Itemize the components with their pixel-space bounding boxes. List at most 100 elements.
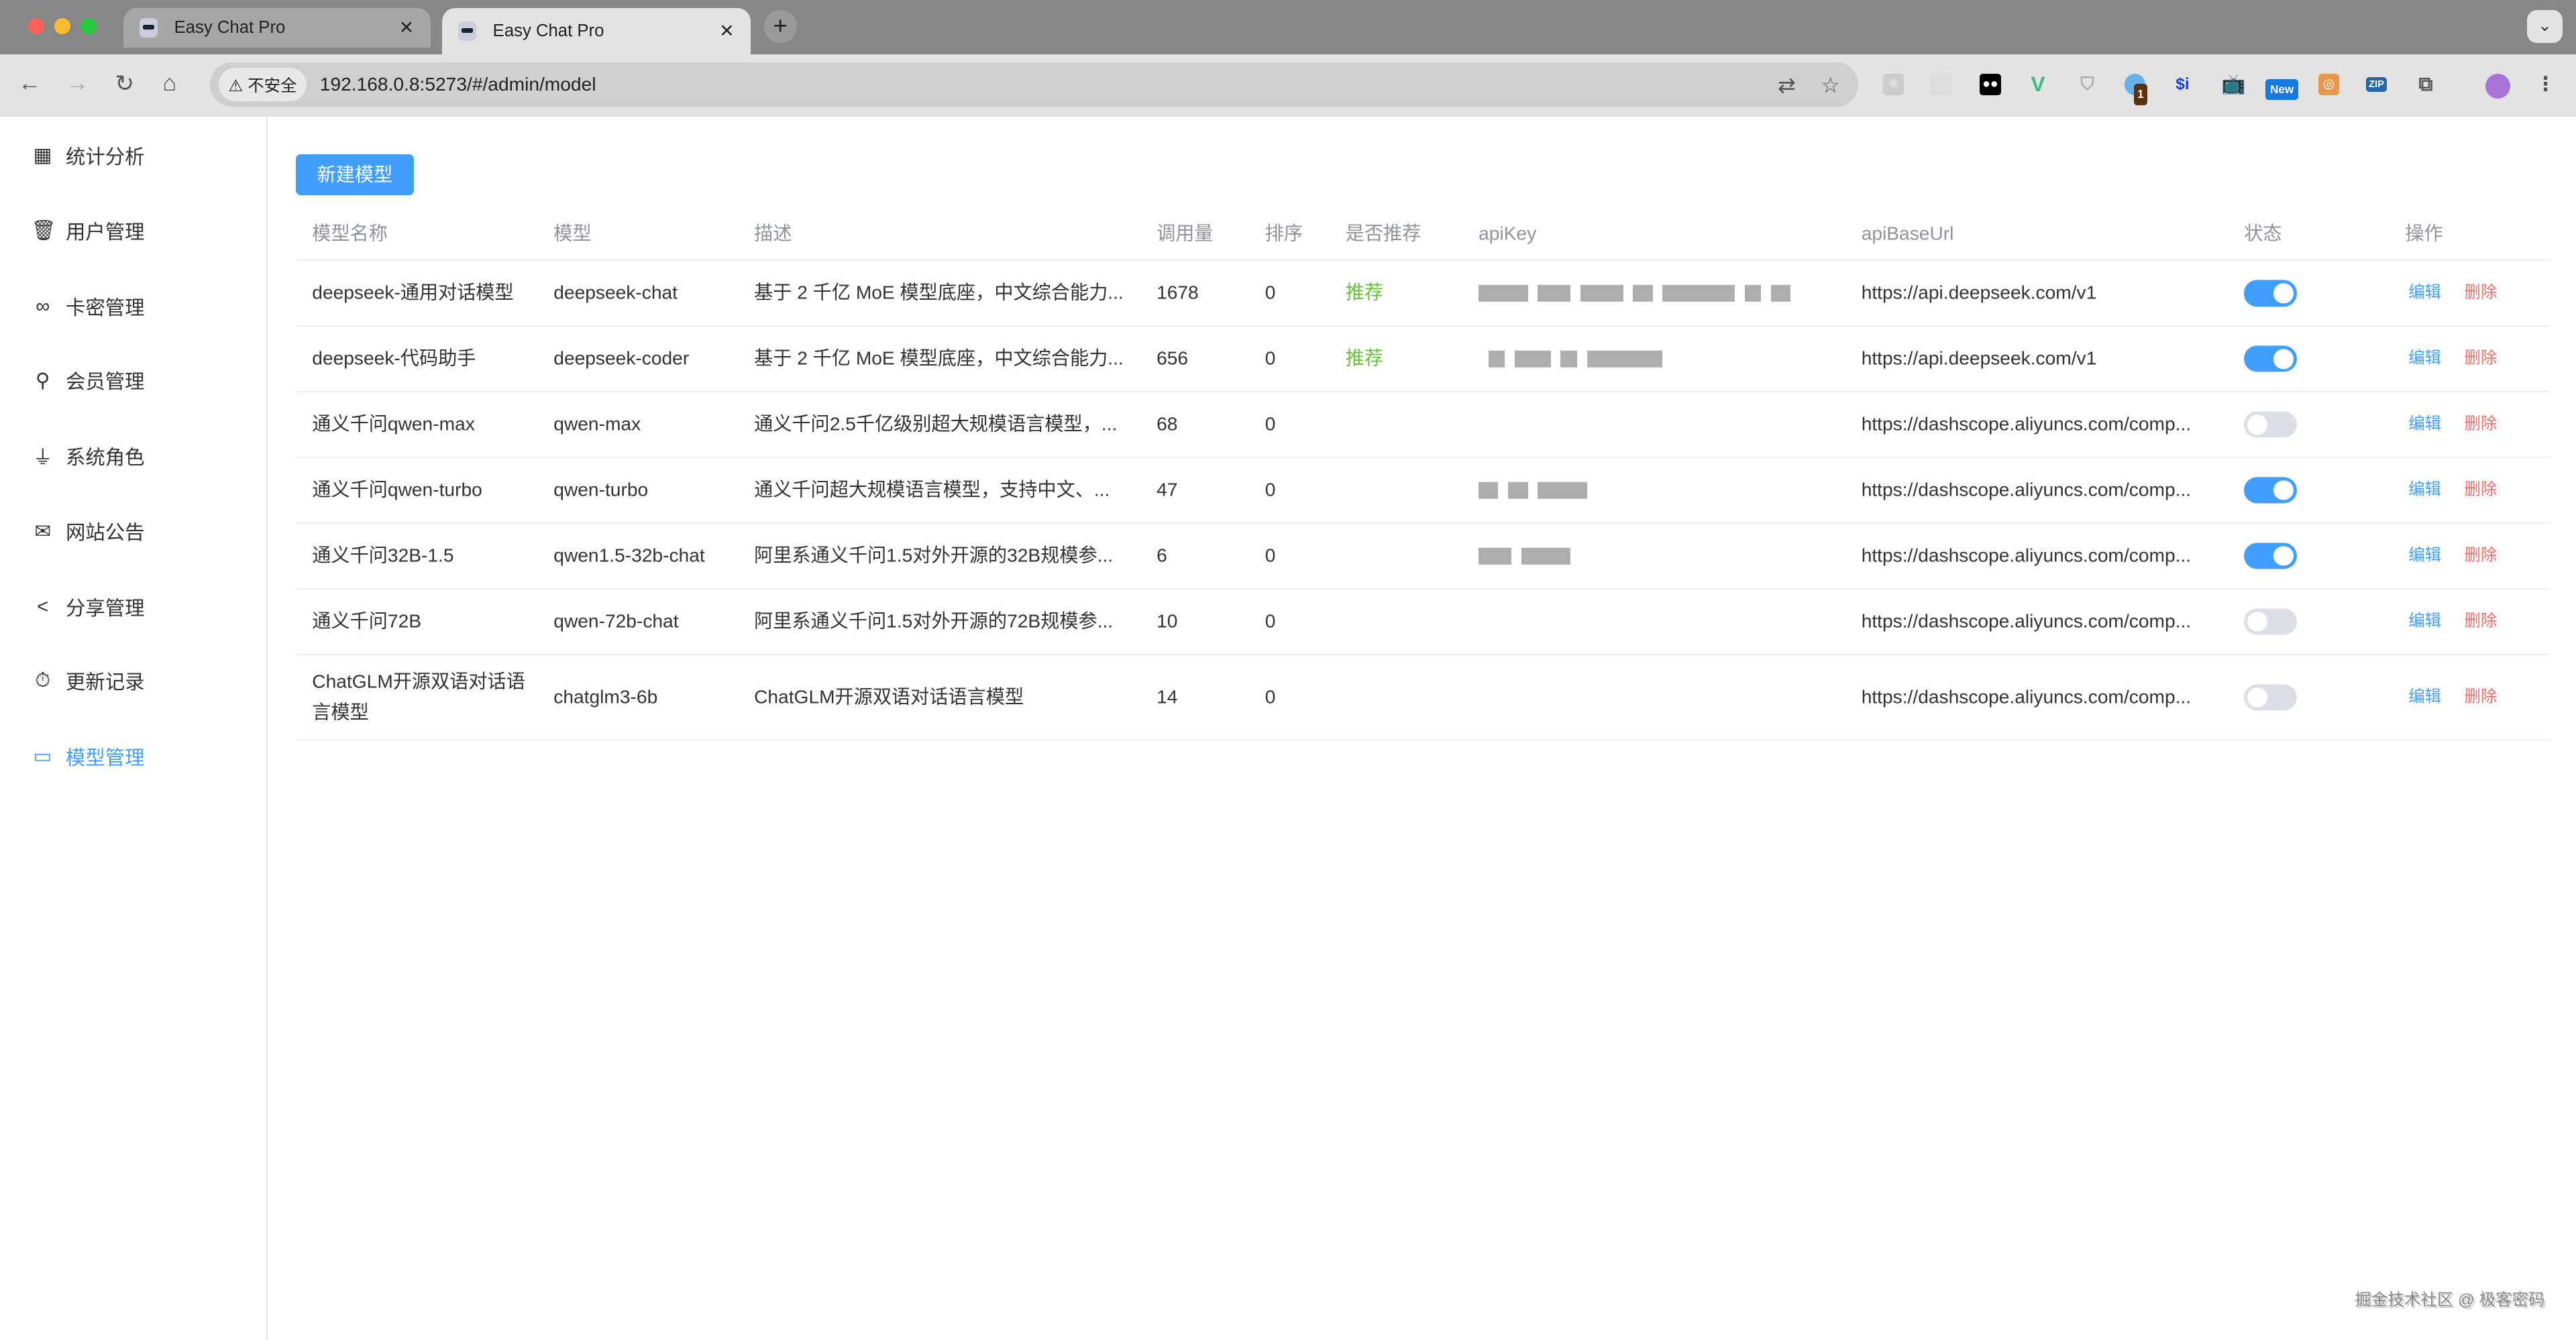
delete-button[interactable]: 删除 [2464,612,2498,630]
status-toggle[interactable] [2244,280,2297,306]
extension-icon[interactable]: 1 [2124,74,2147,105]
api-base-url: https://dashscope.aliyuncs.com/comp... [1861,413,2192,435]
tab-bar: Easy Chat Pro ✕ Easy Chat Pro ✕ + ⌄ [0,0,2576,54]
browser-tab[interactable]: Easy Chat Pro ✕ [123,8,431,48]
sidebar-item-label: 模型管理 [65,746,145,769]
api-key-redacted [1479,351,1663,368]
model-name: deepseek-通用对话模型 [312,282,514,304]
watermark: 掘金技术社区 @ 极客密码 [2355,1291,2545,1310]
model-description: 通义千问2.5千亿级别超大规模语言模型，... [754,413,1118,435]
column-header: 操作 [2405,223,2443,244]
sidebar-item-changelog[interactable]: ⏱ 更新记录 [32,667,144,695]
edit-button[interactable]: 编辑 [2408,284,2442,302]
forward-icon[interactable]: → [65,70,89,97]
menu-kebab-icon[interactable]: ⋮ [2536,73,2556,96]
status-toggle[interactable] [2244,684,2297,711]
model-name: 通义千问32B-1.5 [312,545,454,566]
delete-button[interactable]: 删除 [2464,349,2498,368]
status-toggle[interactable] [2244,477,2297,504]
table-row: 通义千问72B qwen-72b-chat 阿里系通义千问1.5对外开源的72B… [295,590,2550,656]
minimize-window-button[interactable] [54,17,71,35]
status-toggle[interactable] [2244,345,2297,372]
orange-extension-icon[interactable]: ◎ [2318,74,2340,96]
maximize-window-button[interactable] [80,17,97,35]
tv-extension-icon[interactable]: 📺 [2221,73,2246,96]
robot-favicon-icon [140,17,158,38]
address-bar[interactable]: ⚠ 不安全 192.168.0.8:5273/#/admin/model ⇄ ☆ [210,62,1858,107]
react-devtools-icon[interactable]: ⚛ [1882,74,1904,96]
model-name: 通义千问qwen-max [312,413,475,435]
grid-icon: ▦ [33,144,52,167]
model-name: ChatGLM开源双语对话语言模型 [312,671,525,723]
security-indicator[interactable]: ⚠ 不安全 [218,68,307,101]
delete-button[interactable]: 删除 [2464,687,2498,706]
back-icon[interactable]: ← [17,70,42,97]
table-row: deepseek-通用对话模型 deepseek-chat 基于 2 千亿 Mo… [295,261,2550,327]
model-description: ChatGLM开源双语对话语言模型 [754,686,1024,708]
edit-button[interactable]: 编辑 [2408,349,2442,368]
tab-search-chevron-icon[interactable]: ⌄ [2526,9,2563,43]
delete-button[interactable]: 删除 [2464,546,2498,565]
stopwatch-icon: ⏱ [35,669,51,692]
model-description: 通义千问超大规模语言模型，支持中文、... [754,479,1110,500]
eyes-extension-icon[interactable]: ●● [1980,74,2001,96]
browser-toolbar: ← → ↻ ⌂ ⚠ 不安全 192.168.0.8:5273/#/admin/m… [0,54,2576,117]
lollipop-icon: ⚲ [35,369,50,392]
close-window-button[interactable] [28,17,45,35]
translate-icon[interactable]: ⇄ [1778,72,1796,97]
extension-icon[interactable] [1930,74,1952,96]
shield-extension-icon[interactable]: ⛉ [2080,74,2094,95]
new-model-button[interactable]: 新建模型 [295,154,415,196]
browser-tab-active[interactable]: Easy Chat Pro ✕ [441,8,751,54]
bookmark-star-icon[interactable]: ☆ [1821,72,1840,97]
delete-button[interactable]: 删除 [2464,414,2498,433]
reload-icon[interactable]: ↻ [115,71,135,97]
api-base-url: https://dashscope.aliyuncs.com/comp... [1861,479,2192,500]
home-icon[interactable]: ⌂ [162,70,177,97]
badge-count: 1 [2134,83,2147,105]
column-header: 描述 [754,223,792,244]
link-icon: ∞ [36,294,50,317]
status-toggle[interactable] [2244,543,2297,569]
sidebar-item-label: 分享管理 [65,598,145,620]
browser-chrome: Easy Chat Pro ✕ Easy Chat Pro ✕ + ⌄ ← → … [0,0,2576,117]
vue-devtools-icon[interactable]: V [2031,72,2045,97]
sidebar-item-cards[interactable]: ∞ 卡密管理 [32,292,144,321]
edit-button[interactable]: 编辑 [2408,687,2442,706]
sidebar-item-users[interactable]: 🗑 用户管理 [32,217,145,245]
model-id: chatglm3-6b [553,686,658,708]
close-tab-icon[interactable]: ✕ [719,21,735,42]
sort-order: 0 [1265,479,1276,500]
extensions-puzzle-icon[interactable]: ⧉ [2418,73,2433,96]
sidebar-item-models[interactable]: ▭ 模型管理 [32,742,145,771]
sidebar-item-shares[interactable]: < 分享管理 [32,593,145,621]
close-tab-icon[interactable]: ✕ [398,17,415,38]
sidebar-item-announcements[interactable]: ✉ 网站公告 [32,517,144,545]
edit-button[interactable]: 编辑 [2408,414,2442,433]
si-extension-icon[interactable]: $i [2176,75,2190,94]
new-tab-button[interactable]: + [763,9,797,43]
model-id: qwen-turbo [553,479,649,500]
call-count: 656 [1157,348,1189,370]
profile-avatar[interactable] [2485,74,2511,99]
column-header: apiBaseUrl [1861,223,1954,244]
model-description: 阿里系通义千问1.5对外开源的72B规模参... [754,610,1114,632]
edit-button[interactable]: 编辑 [2408,480,2442,499]
model-id: deepseek-chat [553,282,678,304]
table-row: ChatGLM开源双语对话语言模型 chatglm3-6b ChatGLM开源双… [295,655,2550,741]
api-base-url: https://dashscope.aliyuncs.com/comp... [1861,545,2192,566]
zip-extension-icon[interactable]: ZIP [2365,77,2387,93]
sidebar-item-members[interactable]: ⚲ 会员管理 [32,366,145,394]
delete-button[interactable]: 删除 [2464,284,2498,302]
edit-button[interactable]: 编辑 [2408,546,2442,565]
edit-button[interactable]: 编辑 [2408,612,2442,630]
new-badge-extension-icon[interactable]: New [2265,78,2299,101]
sidebar-item-roles[interactable]: ⏚ 系统角色 [32,442,145,470]
url-text[interactable]: 192.168.0.8:5273/#/admin/model [319,74,596,95]
status-toggle[interactable] [2244,411,2297,438]
delete-button[interactable]: 删除 [2464,480,2498,499]
recommend-tag: 推荐 [1345,348,1384,370]
status-toggle[interactable] [2244,608,2297,635]
sidebar-item-statistics[interactable]: ▦ 统计分析 [32,142,145,170]
api-base-url: https://dashscope.aliyuncs.com/comp... [1861,686,2192,708]
